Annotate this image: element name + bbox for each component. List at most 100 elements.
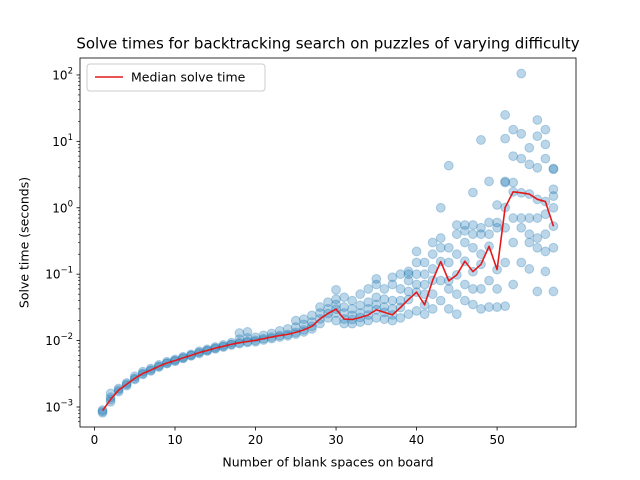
data-point xyxy=(451,249,462,260)
data-point xyxy=(419,257,430,268)
data-point xyxy=(331,285,341,295)
data-point xyxy=(419,279,430,290)
data-point xyxy=(524,142,535,153)
data-point xyxy=(371,312,382,323)
x-tick-label: 10 xyxy=(167,433,182,447)
data-point xyxy=(411,306,422,316)
data-point xyxy=(476,304,486,314)
data-point xyxy=(468,187,478,198)
data-point xyxy=(532,242,543,253)
data-point xyxy=(492,217,502,228)
data-point xyxy=(500,110,511,120)
data-point xyxy=(411,269,422,280)
data-point xyxy=(468,284,478,294)
data-point xyxy=(379,302,390,312)
data-point xyxy=(290,322,301,332)
data-point xyxy=(347,304,358,314)
data-point xyxy=(113,386,124,397)
data-point xyxy=(298,319,309,330)
data-point xyxy=(435,233,446,243)
data-point xyxy=(371,279,382,290)
data-point xyxy=(387,279,398,290)
data-point xyxy=(403,269,414,280)
data-point xyxy=(403,275,414,286)
data-point xyxy=(516,153,527,164)
y-tick-label: 102 xyxy=(52,66,73,82)
data-point xyxy=(540,139,551,150)
data-point xyxy=(411,257,422,268)
data-point xyxy=(355,289,366,300)
data-point xyxy=(548,184,559,195)
data-point xyxy=(468,242,478,253)
data-point xyxy=(500,177,511,188)
data-point xyxy=(484,275,494,286)
data-point xyxy=(363,315,374,326)
chart-title: Solve times for backtracking search on p… xyxy=(76,35,579,53)
y-axis: 10−3 10−2 10−1 100 101 102 xyxy=(45,66,80,423)
data-point xyxy=(282,324,293,334)
data-point xyxy=(451,229,462,240)
data-point xyxy=(508,124,519,135)
data-point xyxy=(331,315,341,326)
data-point xyxy=(516,68,527,79)
legend-box xyxy=(86,63,266,92)
data-point xyxy=(500,257,511,268)
data-point xyxy=(331,294,341,305)
data-point xyxy=(516,128,527,139)
data-point xyxy=(524,159,535,170)
data-point xyxy=(363,297,374,307)
data-point xyxy=(387,315,398,326)
x-tick-label: 0 xyxy=(91,433,99,447)
data-point xyxy=(548,191,559,201)
data-point xyxy=(500,176,511,187)
data-point xyxy=(459,237,470,248)
data-point xyxy=(532,162,543,173)
data-point xyxy=(516,257,527,268)
y-tick-label: 10−1 xyxy=(45,266,73,282)
data-point xyxy=(387,304,398,314)
data-point xyxy=(315,302,325,312)
data-point xyxy=(524,264,535,274)
data-point xyxy=(451,309,462,320)
data-point xyxy=(403,309,414,320)
data-point xyxy=(500,133,511,144)
data-point xyxy=(395,269,406,280)
data-point xyxy=(548,164,559,175)
data-point xyxy=(443,257,454,268)
data-point xyxy=(387,272,398,283)
data-point xyxy=(451,289,462,300)
data-point xyxy=(492,302,502,312)
data-point xyxy=(484,302,494,312)
data-point xyxy=(403,266,414,277)
data-point xyxy=(371,292,382,303)
data-point xyxy=(524,213,535,223)
data-point xyxy=(395,295,406,306)
y-axis-label: Solve time (seconds) xyxy=(17,177,32,308)
x-axis: 0 10 20 30 40 50 xyxy=(91,427,505,447)
data-point xyxy=(492,222,502,233)
plot-frame xyxy=(79,57,577,428)
data-point xyxy=(540,246,551,257)
data-point xyxy=(113,383,124,394)
data-point xyxy=(379,284,390,294)
data-point xyxy=(371,273,382,284)
data-point xyxy=(339,302,350,312)
data-point xyxy=(435,295,446,306)
data-point xyxy=(97,407,108,418)
data-point xyxy=(419,309,430,320)
data-point xyxy=(427,249,438,260)
data-point xyxy=(540,229,551,240)
data-point xyxy=(323,297,333,307)
data-point xyxy=(484,176,494,187)
data-point xyxy=(443,160,454,171)
x-tick-label: 20 xyxy=(248,433,263,447)
data-point xyxy=(500,301,511,312)
data-point xyxy=(540,153,551,164)
data-point xyxy=(363,304,374,314)
data-point xyxy=(347,295,358,306)
data-point xyxy=(363,284,374,294)
data-point xyxy=(242,327,253,337)
data-point xyxy=(508,279,519,290)
data-point xyxy=(508,237,519,248)
data-point xyxy=(435,202,446,213)
